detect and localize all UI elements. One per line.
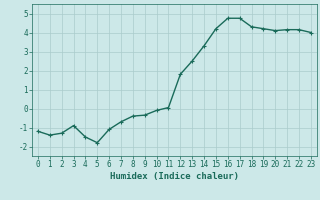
X-axis label: Humidex (Indice chaleur): Humidex (Indice chaleur) (110, 172, 239, 181)
